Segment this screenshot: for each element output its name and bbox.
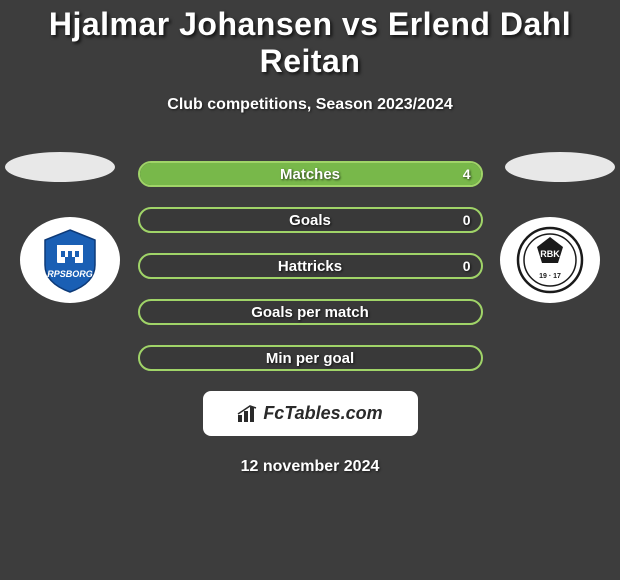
stat-bar: Hattricks 0 [138, 253, 483, 279]
stat-bar: Matches 4 [138, 161, 483, 187]
player-oval-right [505, 152, 615, 182]
sarpsborg-crest-icon: RPSBORG [35, 225, 105, 295]
date-text: 12 november 2024 [0, 458, 620, 476]
comparison-content: RPSBORG RBK 19 · 17 Matches4Goals0Hattri… [0, 152, 620, 371]
branding-box: FcTables.com [203, 391, 418, 436]
bar-chart-icon [237, 405, 259, 423]
bar-label: Hattricks [278, 258, 342, 275]
branding-text: FcTables.com [263, 403, 382, 424]
team-badge-left: RPSBORG [20, 217, 120, 303]
player-oval-left [5, 152, 115, 182]
bar-value-right: 4 [463, 166, 471, 182]
stat-bars: Matches 4 Goals 0 Hattricks 0 Goals per match M… [138, 152, 483, 371]
page-title: Hjalmar Johansen vs Erlend Dahl Reitan [0, 6, 620, 80]
page-subtitle: Club competitions, Season 2023/2024 [0, 96, 620, 114]
bar-label: Matches [280, 166, 340, 183]
svg-text:RPSBORG: RPSBORG [47, 269, 93, 279]
stat-bar: Min per goal [138, 345, 483, 371]
stat-bar: Goals 0 [138, 207, 483, 233]
header: Hjalmar Johansen vs Erlend Dahl Reitan C… [0, 0, 620, 114]
rosenborg-crest-icon: RBK 19 · 17 [515, 225, 585, 295]
team-badge-right: RBK 19 · 17 [500, 217, 600, 303]
svg-text:19 · 17: 19 · 17 [539, 273, 561, 280]
bar-value-right: 0 [463, 212, 471, 228]
branding-logo: FcTables.com [237, 403, 382, 424]
bar-label: Goals per match [251, 304, 369, 321]
bar-label: Goals [289, 212, 331, 229]
bar-label: Min per goal [266, 350, 354, 367]
stat-bar: Goals per match [138, 299, 483, 325]
svg-text:RBK: RBK [540, 249, 560, 259]
bar-value-right: 0 [463, 258, 471, 274]
